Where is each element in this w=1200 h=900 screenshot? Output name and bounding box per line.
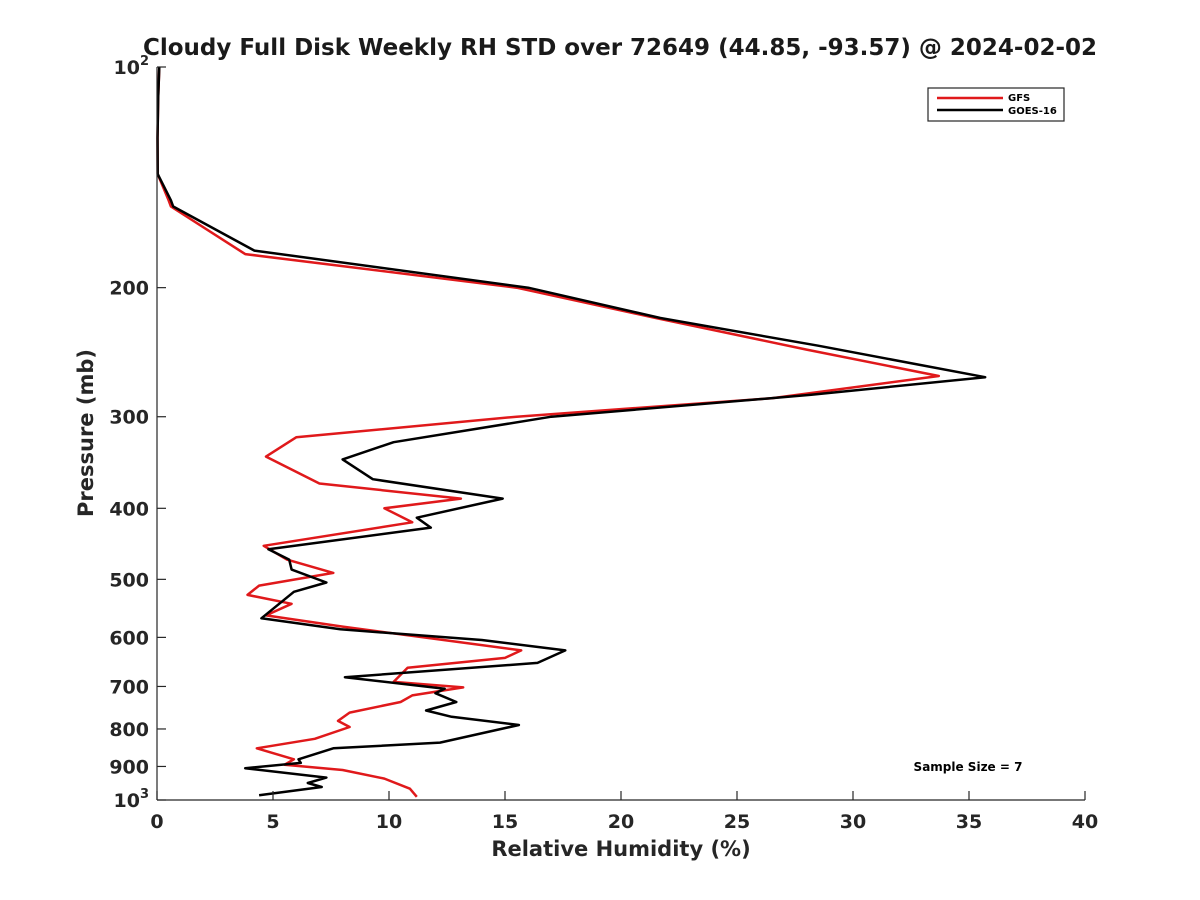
y-tick-label: 700 (109, 676, 149, 698)
legend-label-gfs: GFS (1008, 93, 1030, 104)
series-line-goes16 (156, 66, 987, 797)
x-tick-label: 40 (1072, 811, 1098, 833)
y-tick-label: 200 (109, 278, 149, 300)
x-tick-label: 5 (266, 811, 279, 833)
plot-area (157, 67, 1085, 800)
x-tick-label: 25 (724, 811, 750, 833)
y-axis-label: Pressure (mb) (74, 349, 98, 517)
y-tick-label: 103 (114, 787, 150, 812)
x-tick-label: 30 (840, 811, 866, 833)
y-tick-label: 500 (109, 569, 149, 591)
y-tick-label: 102 (114, 54, 150, 79)
sample-size-annotation: Sample Size = 7 (914, 760, 1023, 774)
y-tick-label: 400 (109, 498, 149, 520)
x-tick-label: 20 (608, 811, 634, 833)
axis-ticks: 0 5 10 15 20 25 30 35 40 102 200 300 400 500 600 700 800… (109, 54, 1098, 833)
y-tick-label: 800 (109, 719, 149, 741)
legend: GFS GOES-16 (927, 87, 1065, 122)
y-tick-label: 900 (109, 756, 149, 778)
legend-box (927, 87, 1065, 122)
legend-label-goes16: GOES-16 (1008, 106, 1057, 117)
chart-title: Cloudy Full Disk Weekly RH STD over 7264… (143, 35, 1097, 61)
series-line-gfs (156, 66, 941, 798)
series-lines (156, 66, 987, 798)
y-tick-label: 600 (109, 627, 149, 649)
x-tick-label: 15 (492, 811, 518, 833)
x-axis-label: Relative Humidity (%) (491, 837, 750, 861)
x-tick-label: 0 (150, 811, 163, 833)
x-tick-label: 35 (956, 811, 982, 833)
y-tick-label: 300 (109, 407, 149, 429)
x-tick-label: 10 (376, 811, 402, 833)
